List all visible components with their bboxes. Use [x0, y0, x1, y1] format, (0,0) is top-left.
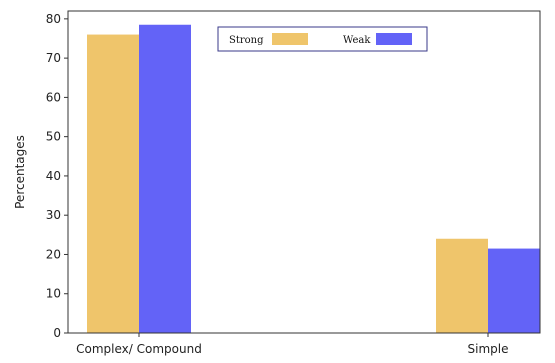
y-tick-label: 20 — [46, 247, 61, 261]
legend-swatch-weak — [376, 33, 412, 45]
legend-label-weak: Weak — [343, 35, 371, 46]
bar-strong-1 — [436, 238, 488, 333]
bars-layer — [87, 24, 540, 334]
legend-label-strong: Strong — [229, 35, 264, 46]
legend-swatch-strong — [272, 33, 308, 45]
y-tick-label: 60 — [46, 90, 61, 104]
x-axis-ticks: Complex/ Compound Simple — [76, 333, 508, 356]
plot-frame — [67, 10, 541, 334]
bar-weak-0 — [139, 24, 191, 334]
y-tick-label: 40 — [46, 169, 61, 183]
y-tick-label: 70 — [46, 51, 61, 65]
y-axis-ticks: 0 10 20 30 40 50 60 70 80 — [46, 12, 68, 340]
y-tick-label: 50 — [46, 130, 61, 144]
bar-strong-0 — [87, 34, 139, 333]
y-tick-label: 80 — [46, 12, 61, 26]
x-tick-label: Complex/ Compound — [76, 342, 202, 356]
y-tick-label: 0 — [53, 326, 61, 340]
y-axis-label: Percentages — [13, 135, 27, 209]
y-tick-label: 10 — [46, 287, 61, 301]
y-tick-label: 30 — [46, 208, 61, 222]
legend: Strong Weak — [217, 26, 428, 52]
x-tick-label: Simple — [468, 342, 509, 356]
bar-weak-1 — [488, 248, 540, 333]
